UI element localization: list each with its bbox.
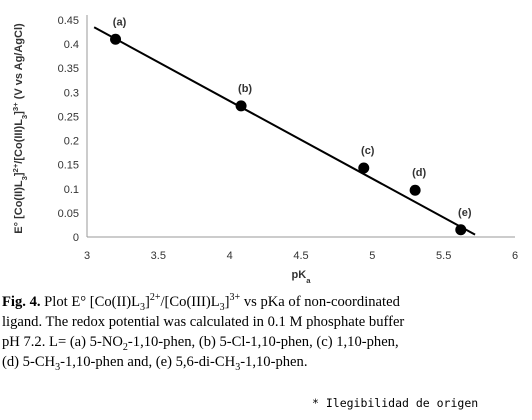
- y-tick-label: 0.35: [58, 63, 79, 75]
- caption-run: vs pKa of non-coordinated: [240, 294, 400, 310]
- y-tick-label: 0.25: [58, 111, 79, 123]
- caption-run: 2: [122, 341, 128, 353]
- caption-run: (d) 5-CH: [2, 354, 56, 370]
- y-tick-label: 0.05: [58, 208, 79, 220]
- point-label: (b): [238, 83, 252, 95]
- y-axis-label: E° [Co(II)L3]2+/[Co(III)L3]3+ (V vs Ag/A…: [11, 23, 29, 234]
- point: [235, 100, 247, 112]
- point: [358, 162, 370, 174]
- label-run: 3+: [11, 102, 20, 111]
- label-run: ]: [13, 111, 25, 115]
- y-tick-label: 0.45: [58, 15, 79, 27]
- caption-run: /[Co(III)L: [160, 294, 220, 310]
- point-label: (e): [458, 207, 472, 219]
- point: [409, 184, 421, 196]
- label-run: (V vs Ag/AgCl): [13, 23, 25, 102]
- caption-run: Fig. 4.: [2, 294, 41, 310]
- label-run: E° [Co(II)L: [13, 180, 25, 234]
- point-label: (a): [113, 16, 127, 28]
- y-tick-label: 0.2: [64, 136, 79, 148]
- caption-run: 3: [235, 361, 241, 372]
- caption-run: 3: [219, 301, 225, 313]
- x-tick-label: 3: [84, 250, 90, 262]
- point: [455, 224, 467, 236]
- x-tick-label: 6: [512, 250, 518, 262]
- caption-line: ligand. The redox potential was calculat…: [2, 312, 532, 332]
- caption-line: (d) 5-CH3-1,10-phen and, (e) 5,6-di-CH3-…: [2, 352, 532, 372]
- caption: Fig. 4. Plot E° [Co(II)L3]2+/[Co(III)L3]…: [2, 292, 532, 372]
- caption-run: ligand. The redox potential was calculat…: [2, 314, 405, 330]
- label-run: 2+: [11, 163, 20, 172]
- label-run: pK: [292, 269, 307, 281]
- label-run: 3: [20, 115, 29, 119]
- x-tick-label: 3.5: [151, 250, 166, 262]
- caption-line: Fig. 4. Plot E° [Co(II)L3]2+/[Co(III)L3]…: [2, 292, 532, 313]
- caption-run: 3+: [229, 292, 241, 304]
- y-tick-label: 0.1: [64, 184, 79, 196]
- x-tick-label: 4.5: [293, 250, 308, 262]
- caption-run: -1,10-phen.: [240, 354, 308, 370]
- x-tick-label: 5.5: [436, 250, 451, 262]
- label-run: /[Co(III)L: [13, 119, 25, 164]
- caption-line: pH 7.2. L= (a) 5-NO2-1,10-phen, (b) 5-Cl…: [2, 332, 532, 352]
- chart: 0 0.05 0.1 0.15 0.2 0.25 0.3 0.35 0.4 0.45 3 3.5 4 4.…: [11, 15, 518, 285]
- x-tick-label: 4: [227, 250, 233, 262]
- y-tick-label: 0.15: [58, 160, 79, 172]
- point-label: (d): [412, 167, 426, 179]
- caption-run: 3: [55, 361, 61, 372]
- point: [110, 33, 122, 45]
- label-run: a: [306, 276, 311, 285]
- y-tick-label: 0.4: [64, 39, 79, 51]
- caption-run: ]: [144, 294, 150, 310]
- trendline: [93, 26, 476, 236]
- caption-run: -1,10-phen and, (e) 5,6-di-CH: [60, 354, 236, 370]
- label-run: 3: [20, 176, 29, 180]
- caption-run: -1,10-phen, (b) 5-Cl-1,10-phen, (c) 1,10…: [127, 334, 399, 350]
- caption-run: pH 7.2. L= (a) 5-NO: [2, 334, 123, 350]
- x-axis-label: pKa: [292, 269, 312, 285]
- caption-run: ]: [224, 294, 230, 310]
- label-run: ]: [13, 172, 25, 176]
- point-label: (c): [361, 145, 375, 157]
- caption-run: Plot E° [Co(II)L: [40, 294, 140, 310]
- y-tick-label: 0: [73, 232, 79, 244]
- footnote: * Ilegibilidad de origen: [312, 396, 479, 410]
- caption-run: 2+: [149, 292, 161, 304]
- caption-run: 3: [139, 301, 145, 313]
- x-tick-label: 5: [369, 250, 375, 262]
- y-tick-label: 0.3: [64, 87, 79, 99]
